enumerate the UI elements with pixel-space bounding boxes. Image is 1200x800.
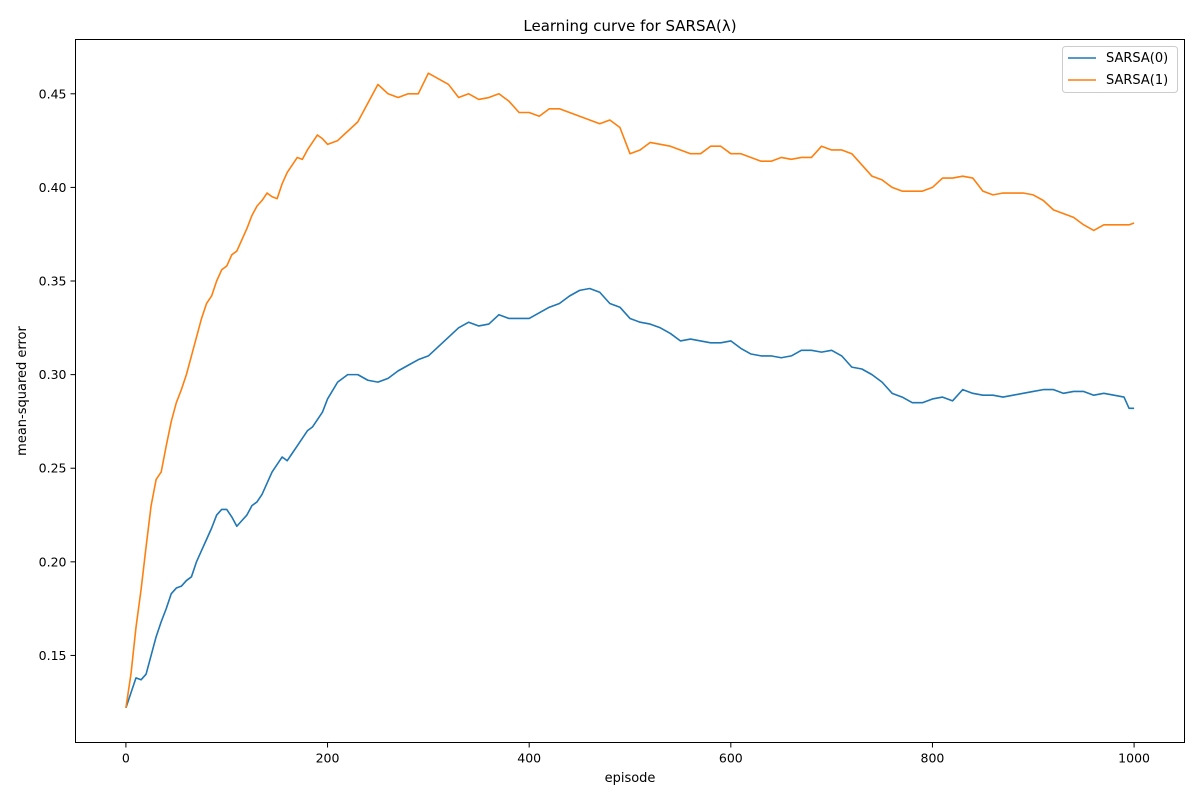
chart-title: Learning curve for SARSA(λ) [523, 17, 736, 35]
x-tick-label: 200 [316, 751, 340, 766]
y-axis-ticks: 0.15 0.20 0.25 0.30 0.35 0.40 0.45 [39, 86, 76, 663]
y-tick-label: 0.15 [39, 648, 67, 663]
x-tick-label: 800 [921, 751, 945, 766]
y-axis-label: mean-squared error [15, 325, 30, 455]
x-tick-label: 600 [719, 751, 743, 766]
series-line-sarsa1 [125, 72, 1135, 708]
legend-label-sarsa1: SARSA(1) [1106, 73, 1168, 88]
legend: SARSA(0) SARSA(1) [1062, 46, 1178, 93]
legend-label-sarsa0: SARSA(0) [1106, 51, 1168, 66]
x-tick-label: 400 [517, 751, 541, 766]
series-layer [125, 72, 1135, 709]
x-axis-label: episode [605, 771, 656, 786]
y-tick-label: 0.35 [39, 274, 67, 289]
x-tick-label: 1000 [1118, 751, 1150, 766]
y-tick-label: 0.40 [39, 180, 67, 195]
x-tick-label: 0 [122, 751, 130, 766]
y-tick-label: 0.20 [39, 554, 67, 569]
x-axis-ticks: 0 200 400 600 800 1000 [122, 742, 1150, 766]
y-tick-label: 0.30 [39, 367, 67, 382]
y-tick-label: 0.45 [39, 86, 67, 101]
y-tick-label: 0.25 [39, 461, 67, 476]
plot-area [75, 39, 1185, 743]
series-line-sarsa0 [125, 287, 1135, 709]
plot-frame [75, 39, 1185, 743]
